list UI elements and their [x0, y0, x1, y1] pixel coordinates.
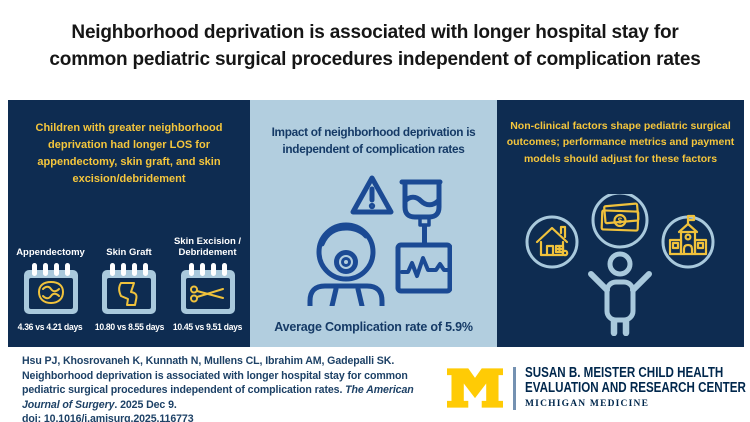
list-item-skin-excision: Skin Excision / Debridement	[169, 231, 246, 333]
page-title-line1: Neighborhood deprivation is associated w…	[71, 22, 679, 43]
complication-rate-caption: Average Complication rate of 5.9%	[274, 320, 473, 334]
procedure-label: Appendectomy	[16, 246, 85, 258]
list-item-appendectomy: Appendectomy	[12, 231, 89, 333]
page-title: Neighborhood deprivation is associated w…	[0, 20, 750, 74]
list-item-skin-graft: Skin Graft	[91, 231, 168, 333]
procedure-list: Appendectomy	[12, 231, 246, 333]
citation-journal: The American Journal of Surgery	[22, 384, 414, 411]
leg-icon	[118, 282, 138, 306]
house-circle	[525, 215, 578, 269]
org-name: SUSAN B. MEISTER CHILD HEALTH EVALUATION…	[525, 362, 750, 409]
citation: Hsu PJ, Khosrovaneh K, Kunnath N, Mullen…	[22, 354, 452, 422]
org-logo: SUSAN B. MEISTER CHILD HEALTH EVALUATION…	[447, 362, 750, 410]
scissors-icon	[189, 285, 224, 303]
citation-main: Hsu PJ, Khosrovaneh K, Kunnath N, Mullen…	[22, 355, 408, 397]
citation-doi: doi: 10.1016/j.amjsurg.2025.116773	[22, 413, 194, 422]
page-title-line2: common pediatric surgical procedures ind…	[49, 48, 701, 70]
school-icon	[668, 214, 707, 256]
left-panel-heading: Children with greater neighborhood depri…	[35, 122, 223, 186]
appendectomy-calendar-icon	[23, 263, 79, 315]
right-panel-heading: Non-clinical factors shape pediatric sur…	[506, 120, 735, 165]
block-m-logo	[447, 362, 503, 408]
panel-complication-independence: Impact of neighborhood deprivation is in…	[250, 100, 497, 347]
los-value: 4.36 vs 4.21 days	[18, 322, 83, 333]
procedure-label: Skin Excision / Debridement	[173, 235, 242, 258]
org-name-line1: SUSAN B. MEISTER CHILD HEALTH	[525, 365, 724, 381]
citation-tail: . 2025 Dec 9.	[114, 398, 177, 411]
money-icon: $	[600, 202, 639, 232]
panel-policy-implications: Non-clinical factors shape pediatric sur…	[497, 100, 744, 347]
los-value: 10.45 vs 9.51 days	[172, 322, 243, 333]
procedure-label: Skin Graft	[106, 246, 152, 258]
house-icon	[535, 225, 568, 257]
middle-panel-heading: Impact of neighborhood deprivation is in…	[271, 125, 476, 157]
skin-graft-calendar-icon	[101, 263, 157, 315]
org-name-line3: MICHIGAN MEDICINE	[525, 399, 650, 410]
org-name-line2: EVALUATION AND RESEARCH CENTER	[525, 380, 746, 397]
person-raised-arms-icon	[587, 251, 652, 337]
panel-los-findings: Children with greater neighborhood depri…	[8, 100, 250, 347]
patient-complication-icon	[296, 170, 452, 311]
social-factors-icon-cluster: $	[506, 191, 736, 341]
panel-row: Children with greater neighborhood depri…	[8, 100, 744, 347]
intestine-icon	[37, 281, 64, 304]
logo-divider	[513, 367, 516, 410]
los-value: 10.80 vs 8.55 days	[94, 322, 164, 333]
dollar-sign-icon: $	[617, 217, 622, 226]
skin-excision-calendar-icon	[180, 263, 236, 315]
